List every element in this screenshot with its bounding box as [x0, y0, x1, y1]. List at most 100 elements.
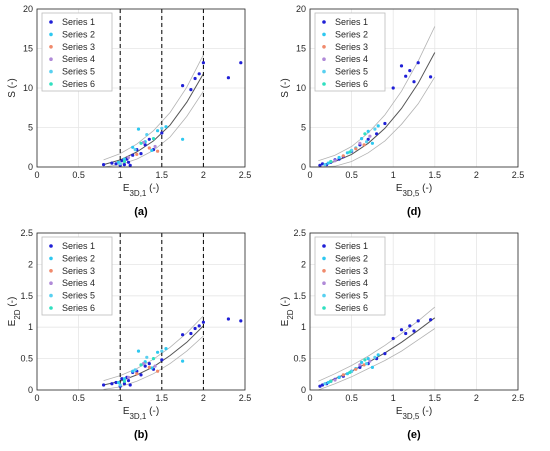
data-point — [362, 363, 366, 367]
data-point — [326, 380, 330, 385]
data-point — [122, 157, 126, 161]
data-point — [354, 147, 358, 151]
data-point — [408, 69, 412, 73]
x-tick-label: 1 — [391, 170, 396, 180]
legend-box — [314, 236, 386, 316]
legend-marker-2 — [322, 32, 326, 37]
data-point — [118, 383, 122, 387]
data-point — [373, 127, 377, 131]
data-point — [354, 367, 358, 371]
data-point — [136, 127, 141, 131]
series-6-points — [329, 358, 367, 383]
data-point — [139, 141, 143, 145]
y-tick-label: 0 — [301, 162, 306, 172]
data-point — [408, 324, 412, 328]
panel-label: (b) — [134, 429, 148, 441]
y-tick-label: 5 — [301, 123, 306, 133]
y-tick-label: 0 — [28, 162, 33, 172]
data-point — [141, 362, 146, 366]
x-axis-label: E3D,5 (-) — [396, 406, 432, 421]
band-lower-line — [318, 76, 436, 168]
data-point — [139, 373, 143, 377]
y-tick-label: 5 — [28, 123, 33, 133]
y-tick-label: 20 — [23, 4, 33, 14]
x-tick-label: 2 — [474, 170, 479, 180]
data-point — [318, 163, 322, 167]
data-point — [366, 129, 370, 133]
data-point — [383, 121, 387, 126]
series-5-points — [118, 349, 164, 387]
x-tick-label: 0 — [34, 170, 39, 180]
data-point — [365, 362, 369, 366]
data-point — [193, 326, 197, 331]
data-point — [153, 144, 157, 149]
chart-panel-4: 0 0.5 1 1.5 2 2.5 0 0.5 1 1.5 2 2.5 E3D,5 (-) E2D (-)… — [280, 228, 524, 441]
legend-label-1: Series 1 — [335, 241, 368, 251]
legend-label-6: Series 6 — [335, 303, 368, 313]
fit-line — [318, 52, 436, 166]
x-tick-label: 0.5 — [72, 393, 85, 403]
legend-marker-2 — [49, 32, 53, 37]
data-point — [345, 372, 349, 376]
data-point — [122, 377, 126, 381]
x-axis-label: E3D,5 (-) — [396, 183, 432, 198]
legend-marker-4 — [322, 57, 326, 61]
data-point — [143, 364, 147, 368]
data-point — [131, 369, 135, 373]
data-point — [370, 141, 374, 145]
data-point — [160, 358, 164, 362]
data-point — [116, 380, 121, 385]
data-point — [412, 329, 416, 333]
data-point — [348, 370, 352, 374]
chart-panel-3: 0 0.5 1 1.5 2 2.5 0 0.5 1 1.5 2 2.5 E3D,1 (-) E2D (-)… — [7, 228, 251, 441]
data-point — [147, 365, 151, 369]
x-tick-label: 2 — [474, 393, 479, 403]
data-point — [147, 362, 151, 366]
y-axis-label: E2D (-) — [280, 297, 295, 327]
series-4-points — [126, 140, 157, 160]
data-point — [160, 349, 164, 353]
legend-label-1: Series 1 — [335, 17, 368, 27]
data-point — [383, 352, 387, 356]
data-point — [341, 373, 345, 377]
y-tick-label: 2.5 — [20, 228, 33, 238]
data-point — [399, 64, 404, 68]
legend-marker-5 — [322, 293, 326, 298]
data-point — [153, 364, 157, 368]
x-axis-label: E3D,1 (-) — [123, 183, 159, 198]
y-axis-label: E2D (-) — [7, 297, 22, 327]
data-point — [122, 382, 126, 386]
legend-marker-5 — [49, 293, 53, 298]
data-point — [126, 375, 131, 379]
data-point — [110, 382, 114, 386]
series-6-points — [122, 357, 156, 383]
data-point — [376, 124, 380, 128]
y-tick-label: 2 — [28, 259, 33, 269]
series-4-points — [333, 359, 372, 382]
legend-label-2: Series 2 — [62, 29, 95, 39]
legend: Series 1 Series 2 Series 3 Series 4 Series 5… — [41, 236, 113, 316]
x-tick-label: 1 — [118, 393, 123, 403]
data-point — [323, 382, 327, 386]
x-tick-label: 0.5 — [345, 170, 358, 180]
x-tick-label: 1 — [391, 393, 396, 403]
panel-label: (e) — [407, 429, 421, 441]
data-point — [145, 355, 149, 359]
legend-marker-4 — [49, 57, 53, 61]
data-point — [110, 161, 114, 165]
y-tick-label: 2.5 — [293, 228, 306, 238]
data-point — [348, 150, 352, 154]
data-point — [150, 148, 154, 152]
data-point — [326, 161, 330, 165]
data-point — [404, 331, 408, 336]
data-point — [368, 134, 372, 138]
legend-label-3: Series 3 — [335, 266, 368, 276]
data-point — [416, 61, 420, 65]
x-tick-label: 1.5 — [156, 170, 169, 180]
data-point — [135, 152, 139, 156]
data-point — [333, 159, 337, 163]
data-point — [333, 378, 337, 382]
legend: Series 1 Series 2 Series 3 Series 4 Series 5… — [314, 236, 386, 316]
x-tick-label: 0 — [307, 170, 312, 180]
